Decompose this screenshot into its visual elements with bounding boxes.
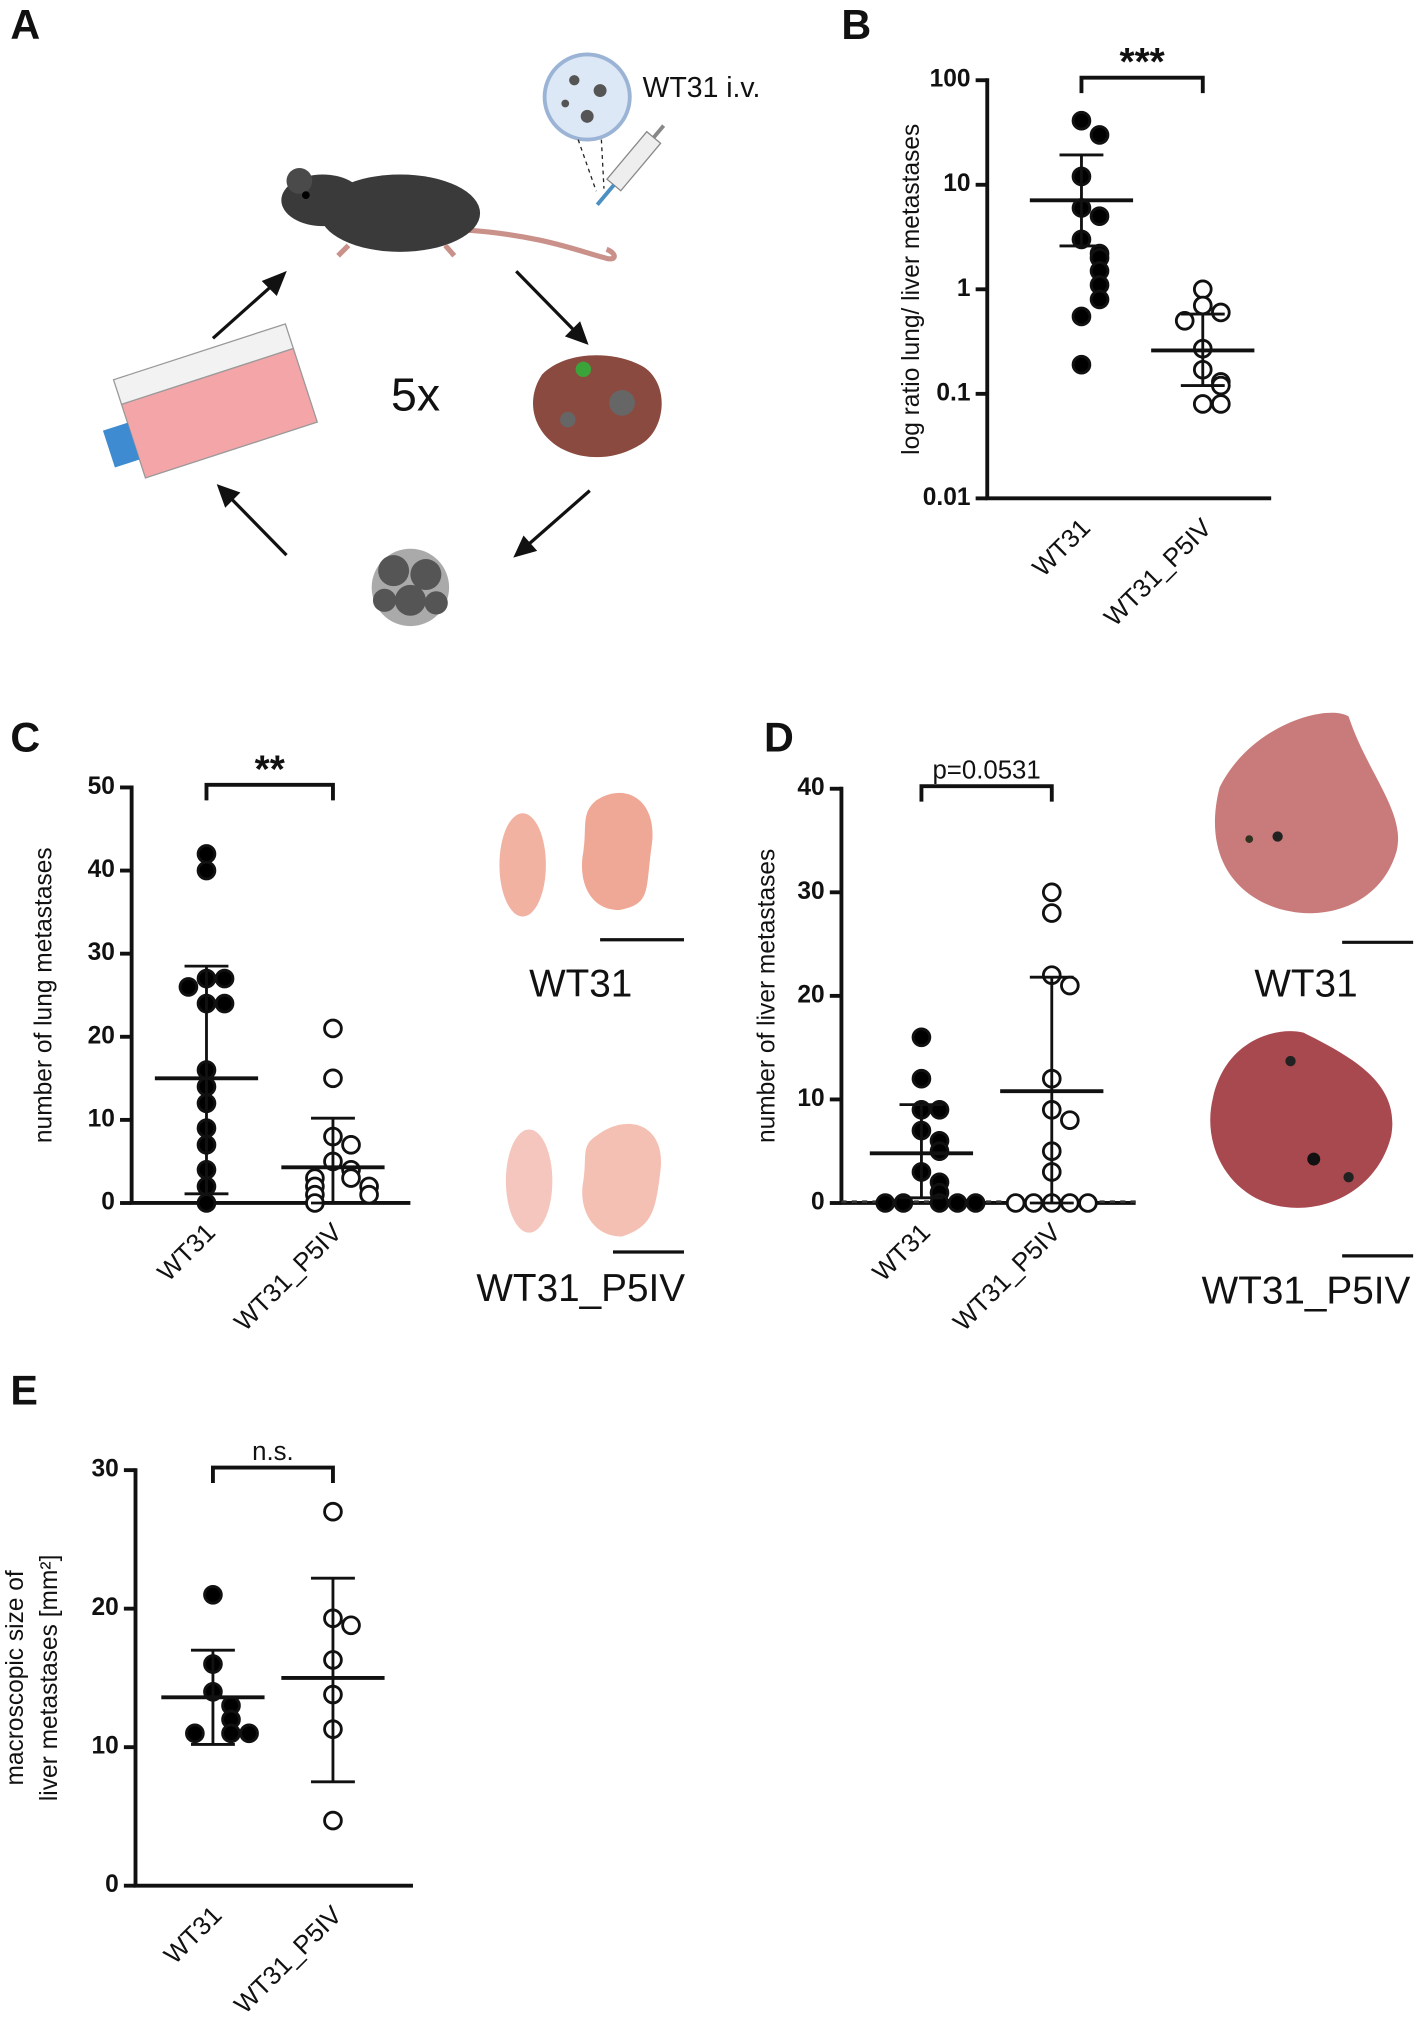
workflow-diagram: WT31 i.v. 5x xyxy=(102,52,761,627)
photo-caption: WT31_P5IV xyxy=(1202,1270,1411,1313)
data-point xyxy=(1192,279,1213,300)
y-tick-label: 0.1 xyxy=(936,379,970,406)
y-axis-label: liver metastases [mm²] xyxy=(36,1555,63,1802)
data-point xyxy=(1211,302,1231,323)
data-point xyxy=(341,1615,361,1636)
data-point xyxy=(323,1810,343,1831)
data-point xyxy=(214,993,235,1014)
data-point xyxy=(323,1018,343,1039)
significance-bracket xyxy=(211,1465,335,1484)
y-tick-label: 10 xyxy=(797,1085,824,1112)
x-tick-label: WT31 xyxy=(159,1901,227,1969)
data-point xyxy=(911,1027,932,1048)
data-point xyxy=(196,844,217,864)
panel-label: D xyxy=(764,714,794,760)
data-point xyxy=(196,1193,217,1213)
y-tick-label: 100 xyxy=(930,66,971,93)
y-tick-label: 30 xyxy=(797,878,824,905)
lung-photos: WT31 WT31_P5IV xyxy=(476,792,685,1310)
x-tick-label: WT31_P5IV xyxy=(229,1901,348,2020)
y-tick-label: 20 xyxy=(797,981,824,1008)
data-point xyxy=(1089,206,1110,227)
x-tick-label: WT31_P5IV xyxy=(948,1218,1067,1337)
significance-label: ** xyxy=(255,748,286,791)
data-point xyxy=(341,1135,361,1155)
cycle-label: 5x xyxy=(391,369,440,421)
data-point xyxy=(178,977,199,997)
data-point xyxy=(1089,125,1110,145)
injection-label: WT31 i.v. xyxy=(643,72,761,104)
y-tick-label: 40 xyxy=(797,774,824,801)
y-tick-label: 30 xyxy=(91,1456,118,1483)
panel-label: A xyxy=(10,2,40,48)
significance-label: *** xyxy=(1120,41,1166,84)
significance-bracket xyxy=(204,782,335,801)
data-point xyxy=(875,1193,896,1213)
x-tick-label: WT31 xyxy=(1028,514,1096,582)
data-point xyxy=(1192,295,1213,316)
x-tick-label: WT31 xyxy=(153,1218,221,1286)
data-point xyxy=(929,1141,950,1162)
data-point xyxy=(1071,306,1092,327)
y-axis-label: number of lung metastases xyxy=(31,847,58,1143)
y-tick-label: 50 xyxy=(88,773,115,800)
y-tick-label: 0 xyxy=(811,1188,825,1215)
data-point xyxy=(1060,1110,1080,1130)
panel-label: E xyxy=(10,1367,38,1413)
panel-label: C xyxy=(10,714,40,760)
data-point xyxy=(1089,289,1110,310)
y-tick-label: 10 xyxy=(943,170,970,197)
data-point xyxy=(239,1723,259,1744)
data-point xyxy=(214,968,235,989)
data-point xyxy=(947,1193,968,1213)
photo-caption: WT31_P5IV xyxy=(476,1267,685,1310)
panel-label: B xyxy=(841,2,871,48)
significance-bracket xyxy=(919,784,1054,802)
data-point xyxy=(1211,394,1231,414)
data-point xyxy=(1071,110,1092,131)
data-point xyxy=(221,1723,241,1744)
data-point xyxy=(965,1193,986,1213)
y-axis-label: number of liver metastases xyxy=(753,849,780,1143)
data-point xyxy=(1060,975,1080,996)
y-tick-label: 20 xyxy=(88,1022,115,1049)
y-tick-label: 10 xyxy=(88,1105,115,1132)
y-axis-label: log ratio lung/ liver metastases xyxy=(898,124,925,455)
y-tick-label: 30 xyxy=(88,939,115,966)
y-tick-label: 20 xyxy=(91,1594,118,1621)
data-point xyxy=(1005,1193,1026,1213)
photo-caption: WT31 xyxy=(529,963,632,1006)
liver-photos: WT31 WT31_P5IV xyxy=(1202,712,1414,1313)
significance-bracket xyxy=(1079,75,1205,94)
data-point xyxy=(1192,394,1213,414)
y-tick-label: 0 xyxy=(105,1871,119,1898)
data-point xyxy=(196,860,217,881)
x-tick-label: WT31_P5IV xyxy=(1099,513,1218,632)
data-point xyxy=(1071,354,1092,375)
significance-label: p=0.0531 xyxy=(932,756,1040,784)
y-tick-label: 10 xyxy=(91,1733,118,1760)
data-point xyxy=(185,1723,205,1744)
data-point xyxy=(203,1584,223,1605)
data-point xyxy=(323,1068,343,1089)
data-point xyxy=(341,1168,361,1188)
y-axis-label: macroscopic size of xyxy=(2,1570,29,1785)
y-tick-label: 0.01 xyxy=(923,484,971,511)
y-tick-label: 0 xyxy=(101,1188,115,1215)
y-tick-label: 1 xyxy=(957,275,971,302)
data-point xyxy=(1078,1193,1098,1213)
x-tick-label: WT31 xyxy=(868,1218,936,1286)
data-point xyxy=(1174,310,1195,331)
x-tick-label: WT31_P5IV xyxy=(229,1218,348,1337)
photo-caption: WT31 xyxy=(1254,963,1357,1006)
significance-label: n.s. xyxy=(252,1438,294,1466)
data-point xyxy=(911,1068,932,1089)
y-tick-label: 40 xyxy=(88,856,115,883)
data-point xyxy=(359,1184,379,1205)
data-point xyxy=(1041,882,1062,903)
data-point xyxy=(1041,903,1062,923)
data-point xyxy=(323,1501,343,1522)
